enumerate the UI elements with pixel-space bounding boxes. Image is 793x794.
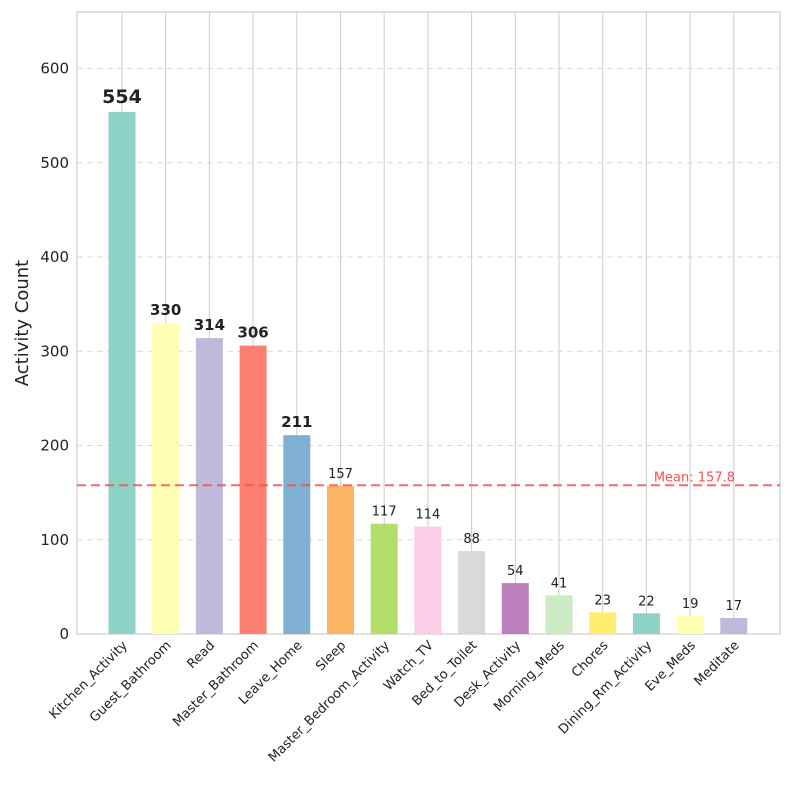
- value-label: 114: [415, 508, 440, 523]
- y-tick-label: 100: [40, 531, 69, 549]
- bar-dining-rm-activity: [632, 613, 660, 634]
- y-tick-label: 400: [40, 248, 69, 266]
- x-tick-label: Read: [185, 638, 219, 672]
- mean-label: Mean: 157.8: [654, 470, 735, 485]
- bar-master-bathroom: [239, 345, 267, 634]
- value-label: 88: [463, 532, 480, 547]
- mean-line-group: Mean: 157.8: [77, 470, 780, 487]
- value-label: 54: [507, 564, 524, 579]
- x-tick-label: Chores: [569, 638, 612, 681]
- bar-guest-bathroom: [152, 323, 180, 634]
- y-tick-label: 0: [59, 625, 69, 643]
- y-axis-label: Activity Count: [12, 260, 33, 387]
- bar-watch-tv: [414, 526, 442, 634]
- value-labels: 554 330 314 306 211 157 117 114 88 54 41 23 22 19 17: [102, 86, 742, 614]
- value-label: 157: [328, 467, 353, 482]
- bar-eve-meds: [676, 616, 704, 634]
- x-tick-label: Guest_Bathroom: [87, 638, 174, 725]
- bars: [108, 111, 748, 634]
- value-label: 19: [682, 597, 699, 612]
- bar-bed-to-toilet: [458, 551, 486, 634]
- value-label: 22: [638, 594, 655, 609]
- bar-sleep: [327, 486, 354, 634]
- bar-morning-meds: [545, 595, 573, 634]
- y-tick-label: 300: [40, 342, 69, 360]
- value-label: 17: [726, 599, 743, 614]
- y-axis-ticks: 0 100 200 300 400 500 600: [40, 60, 69, 643]
- value-label: 23: [594, 593, 611, 608]
- y-tick-label: 500: [40, 154, 69, 172]
- bar-meditate: [720, 617, 748, 634]
- value-label: 117: [372, 505, 397, 520]
- bar-desk-activity: [501, 583, 529, 634]
- bar-chores: [589, 612, 617, 634]
- bar-master-bedroom-activity: [370, 523, 398, 634]
- x-tick-label: Sleep: [313, 638, 349, 674]
- bar-leave-home: [283, 435, 311, 634]
- x-tick-label: Meditate: [692, 638, 743, 689]
- value-label: 330: [150, 301, 181, 319]
- bar-kitchen-activity: [108, 111, 136, 634]
- y-tick-label: 200: [40, 437, 69, 455]
- value-label: 554: [102, 86, 142, 108]
- value-label: 314: [194, 316, 225, 334]
- value-label: 306: [237, 324, 268, 342]
- x-tick-label: Kitchen_Activity: [47, 638, 131, 722]
- value-label: 41: [551, 576, 568, 591]
- y-tick-label: 600: [40, 60, 69, 78]
- value-label: 211: [281, 413, 312, 431]
